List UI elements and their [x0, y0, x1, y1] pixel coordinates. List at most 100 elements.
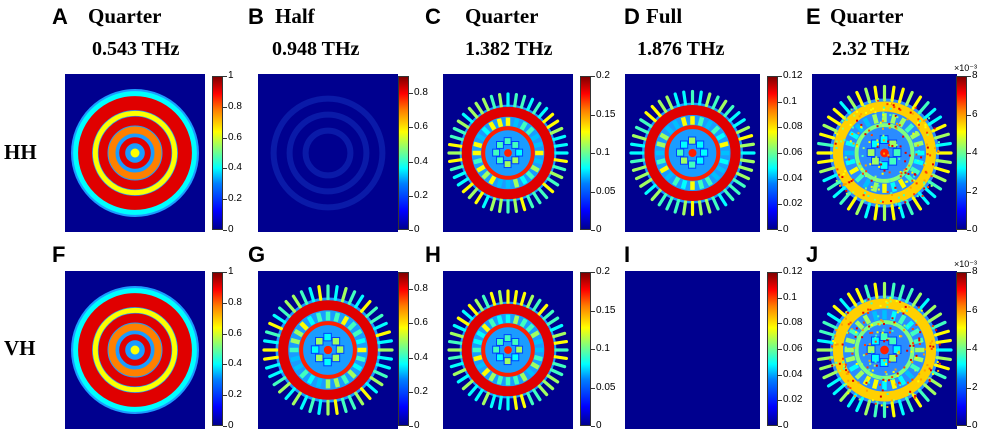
- colorbar-tick-mark: [223, 364, 227, 365]
- panel-letter-j: J: [806, 242, 819, 267]
- colorbar-tick-mark: [778, 76, 782, 77]
- colorbar-tick-label: 0.2: [596, 70, 610, 81]
- colorbar-tick-label: 0.1: [783, 96, 797, 107]
- field-map-a: [65, 74, 205, 232]
- colorbar-tick-mark: [591, 388, 595, 389]
- colorbar-tick-label: 0.2: [228, 389, 242, 400]
- colorbar-tick-mark: [778, 272, 782, 273]
- colorbar-tick-mark: [223, 168, 227, 169]
- field-map-graphic: [447, 289, 569, 411]
- colorbar-tick-label: 0: [596, 224, 602, 235]
- colorbar-tick-label: 0.02: [783, 394, 803, 405]
- panel-letter-g: G: [248, 242, 266, 267]
- colorbar-tick-mark: [591, 311, 595, 312]
- field-map-graphic: [625, 271, 760, 429]
- colorbar-tick-mark: [967, 388, 971, 389]
- colorbar-tick-mark: [591, 230, 595, 231]
- field-map-graphic: [816, 281, 953, 419]
- colorbar-tick-label: 2: [972, 186, 978, 197]
- colorbar-tick-mark: [591, 349, 595, 350]
- colorbar-tick-mark: [778, 230, 782, 231]
- colorbar-tick-label: 0.05: [596, 186, 616, 197]
- colorbar-tick-mark: [223, 76, 227, 77]
- colorbar-tick-label: 0.12: [783, 70, 803, 81]
- field-map-graphic: [270, 95, 386, 211]
- field-map-f: [65, 271, 205, 429]
- field-map-i: [625, 271, 760, 429]
- colorbar-tick-mark: [778, 102, 782, 103]
- colorbar-tick-mark: [223, 138, 227, 139]
- colorbar: [767, 272, 778, 426]
- colorbar-tick-label: 0.08: [783, 317, 803, 328]
- panel-letter-d: D: [624, 4, 640, 29]
- colorbar: [212, 272, 223, 426]
- field-map-c: [443, 74, 573, 232]
- colorbar-tick-mark: [967, 115, 971, 116]
- panel-letter-e: E: [806, 4, 821, 29]
- field-map-graphic: [629, 89, 756, 217]
- colorbar-tick-mark: [778, 323, 782, 324]
- colorbar-tick-mark: [591, 426, 595, 427]
- colorbar-tick-mark: [409, 127, 413, 128]
- colorbar-tick-label: 0.2: [596, 266, 610, 277]
- column-frequency: 1.382 THz: [465, 38, 553, 60]
- column-mode-title: Full: [646, 4, 683, 28]
- colorbar-tick-mark: [223, 303, 227, 304]
- colorbar-exponent: ×10⁻³: [954, 259, 978, 269]
- colorbar-tick-label: 0: [972, 224, 978, 235]
- colorbar-tick-label: 0.08: [783, 121, 803, 132]
- field-map-graphic: [262, 284, 394, 416]
- colorbar-tick-label: 0: [783, 420, 789, 431]
- field-map-graphic: [71, 89, 199, 217]
- colorbar-tick-label: 0.1: [596, 147, 610, 158]
- colorbar-tick-label: 0.4: [228, 162, 242, 173]
- colorbar-tick-label: 8: [972, 266, 978, 277]
- colorbar-tick-mark: [591, 153, 595, 154]
- column-mode-title: Quarter: [830, 4, 904, 28]
- colorbar-tick-mark: [967, 76, 971, 77]
- colorbar-tick-label: 0: [596, 420, 602, 431]
- colorbar-tick-label: 0.2: [228, 193, 242, 204]
- colorbar-tick-label: 0.6: [228, 132, 242, 143]
- colorbar: [398, 76, 409, 230]
- colorbar: [767, 76, 778, 230]
- field-map-graphic: [447, 92, 569, 214]
- colorbar-tick-label: 0.4: [228, 358, 242, 369]
- colorbar-tick-mark: [591, 272, 595, 273]
- colorbar-tick-mark: [778, 127, 782, 128]
- colorbar-tick-mark: [223, 334, 227, 335]
- colorbar-tick-label: 0.8: [414, 283, 428, 294]
- colorbar-tick-mark: [967, 426, 971, 427]
- colorbar-tick-mark: [409, 426, 413, 427]
- panel-letter-h: H: [425, 242, 441, 267]
- colorbar-tick-label: 0.2: [414, 190, 428, 201]
- column-mode-title: Quarter: [88, 4, 162, 28]
- colorbar-tick-label: 0.4: [414, 156, 428, 167]
- colorbar-tick-label: 0.6: [228, 328, 242, 339]
- colorbar-tick-mark: [778, 349, 782, 350]
- field-map-d: [625, 74, 760, 232]
- colorbar-tick-mark: [223, 426, 227, 427]
- field-map-graphic: [816, 84, 953, 222]
- field-map-e: [812, 74, 957, 232]
- colorbar-tick-mark: [409, 392, 413, 393]
- colorbar-tick-label: 0.15: [596, 109, 616, 120]
- field-map-g: [258, 271, 398, 429]
- colorbar-exponent: ×10⁻³: [954, 63, 978, 73]
- colorbar-tick-mark: [223, 395, 227, 396]
- colorbar-tick-mark: [778, 179, 782, 180]
- colorbar-tick-mark: [409, 93, 413, 94]
- field-map-h: [443, 271, 573, 429]
- panel-letter-c: C: [425, 4, 441, 29]
- colorbar-tick-label: 0.04: [783, 173, 803, 184]
- colorbar-tick-mark: [409, 323, 413, 324]
- colorbar-tick-mark: [409, 289, 413, 290]
- column-mode-title: Half: [275, 4, 315, 28]
- colorbar: [212, 76, 223, 230]
- colorbar-tick-mark: [967, 349, 971, 350]
- colorbar-tick-label: 1: [228, 266, 234, 277]
- colorbar: [956, 272, 967, 426]
- row-label-hh: HH: [4, 140, 37, 164]
- colorbar-tick-label: 0.8: [228, 297, 242, 308]
- panel-letter-f: F: [52, 242, 66, 267]
